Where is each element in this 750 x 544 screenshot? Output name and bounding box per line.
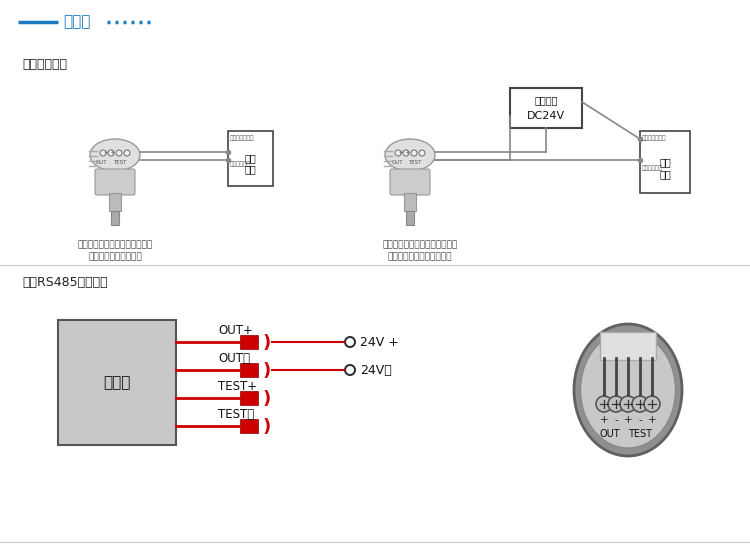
Text: 直流电源: 直流电源 bbox=[534, 95, 558, 105]
Text: + +: + + bbox=[399, 151, 411, 156]
Text: TEST－: TEST－ bbox=[218, 409, 254, 422]
Text: 供电电流输入：: 供电电流输入： bbox=[642, 135, 667, 140]
Text: ): ) bbox=[262, 334, 270, 352]
Bar bbox=[240, 391, 258, 405]
Circle shape bbox=[124, 150, 130, 156]
Bar bbox=[109, 193, 121, 211]
Text: 24V－: 24V－ bbox=[360, 363, 392, 376]
Bar bbox=[111, 211, 119, 225]
Text: 两线制电流变送器对两线制仪表: 两线制电流变送器对两线制仪表 bbox=[382, 240, 458, 250]
FancyBboxPatch shape bbox=[390, 169, 430, 195]
Ellipse shape bbox=[385, 139, 435, 171]
Bar bbox=[640, 131, 690, 193]
Text: 24V +: 24V + bbox=[360, 336, 399, 349]
Text: 负电流输入：: 负电流输入： bbox=[230, 161, 251, 166]
Text: DC24V: DC24V bbox=[527, 111, 565, 121]
Circle shape bbox=[411, 150, 417, 156]
Circle shape bbox=[596, 396, 612, 412]
Bar bbox=[240, 419, 258, 433]
FancyBboxPatch shape bbox=[95, 169, 135, 195]
Text: 显示
仪表: 显示 仪表 bbox=[244, 153, 256, 174]
Text: +: + bbox=[624, 415, 632, 425]
Text: -: - bbox=[638, 415, 642, 425]
Circle shape bbox=[108, 150, 114, 156]
Bar bbox=[240, 363, 258, 377]
Text: + +: + + bbox=[104, 151, 116, 156]
Text: TEST: TEST bbox=[113, 159, 127, 164]
Text: OUT: OUT bbox=[600, 429, 620, 439]
Text: 负电流输入：: 负电流输入： bbox=[642, 165, 663, 171]
Bar bbox=[228, 131, 273, 186]
Text: +: + bbox=[600, 415, 608, 425]
Text: 两线制电流变送器对两线制仪表: 两线制电流变送器对两线制仪表 bbox=[77, 240, 153, 250]
Circle shape bbox=[632, 396, 648, 412]
Bar bbox=[406, 211, 414, 225]
Text: ): ) bbox=[262, 390, 270, 408]
Text: 数字RS485信号输出: 数字RS485信号输出 bbox=[22, 275, 108, 288]
Text: OUT+: OUT+ bbox=[218, 325, 253, 337]
Text: ): ) bbox=[262, 418, 270, 436]
Ellipse shape bbox=[574, 324, 682, 456]
Text: 变送器电源由仪表提供: 变送器电源由仪表提供 bbox=[88, 252, 142, 262]
Circle shape bbox=[345, 365, 355, 375]
Circle shape bbox=[100, 150, 106, 156]
Circle shape bbox=[608, 396, 624, 412]
Text: 接线图: 接线图 bbox=[63, 15, 90, 29]
Text: 变送器: 变送器 bbox=[104, 375, 130, 390]
Bar bbox=[600, 332, 656, 360]
Text: 显示
仪表: 显示 仪表 bbox=[659, 157, 670, 179]
Ellipse shape bbox=[580, 332, 676, 448]
Bar bbox=[240, 335, 258, 349]
Text: ): ) bbox=[262, 362, 270, 380]
Circle shape bbox=[403, 150, 409, 156]
Bar bbox=[404, 193, 416, 211]
Text: OUT: OUT bbox=[96, 159, 108, 164]
Circle shape bbox=[345, 337, 355, 347]
Text: 模拟信号输出: 模拟信号输出 bbox=[22, 59, 67, 71]
Circle shape bbox=[395, 150, 401, 156]
Circle shape bbox=[116, 150, 122, 156]
Circle shape bbox=[620, 396, 636, 412]
Ellipse shape bbox=[90, 139, 140, 171]
Text: OUT－: OUT－ bbox=[218, 353, 250, 366]
Bar bbox=[58, 320, 176, 445]
Circle shape bbox=[419, 150, 425, 156]
Text: TEST: TEST bbox=[628, 429, 652, 439]
Text: 变送器电源由外部电源提供: 变送器电源由外部电源提供 bbox=[388, 252, 452, 262]
Bar bbox=[510, 88, 582, 128]
Circle shape bbox=[644, 396, 660, 412]
Text: TEST: TEST bbox=[408, 159, 422, 164]
Text: -: - bbox=[614, 415, 618, 425]
Text: TEST+: TEST+ bbox=[218, 380, 257, 393]
Text: OUT: OUT bbox=[392, 159, 403, 164]
Text: 供电电流输入：: 供电电流输入： bbox=[230, 135, 254, 140]
Text: +: + bbox=[648, 415, 656, 425]
